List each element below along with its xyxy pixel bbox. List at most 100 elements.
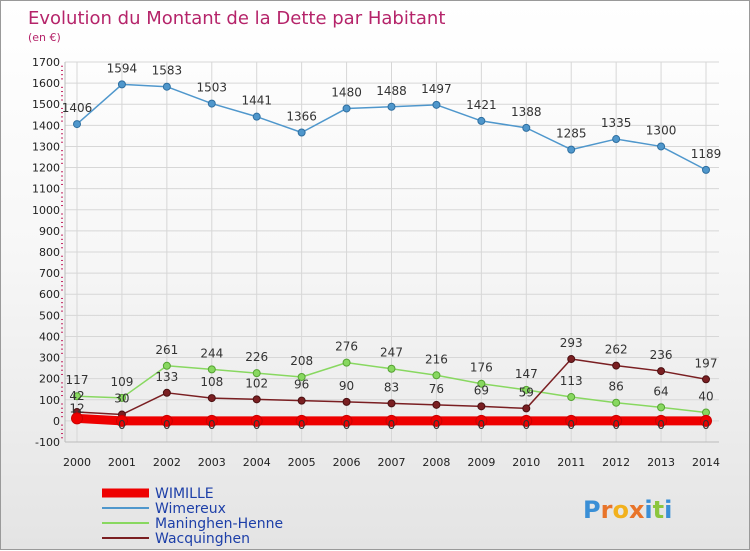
y-tick-label: 500 <box>39 309 60 322</box>
data-point <box>342 397 351 406</box>
y-minor-tick <box>61 302 63 304</box>
data-point <box>162 82 171 91</box>
y-minor-tick <box>61 369 63 371</box>
y-tick-label: 1700 <box>32 56 60 69</box>
chart-subtitle: (en €) <box>28 31 61 44</box>
data-label: 108 <box>200 375 223 389</box>
data-label: 133 <box>155 370 178 384</box>
y-minor-tick <box>61 437 63 439</box>
data-label: 1488 <box>376 84 407 98</box>
y-tick-label: 0 <box>53 415 60 428</box>
data-label: 1335 <box>601 116 632 130</box>
data-point <box>252 395 261 404</box>
y-minor-tick <box>61 238 63 240</box>
data-point <box>387 399 396 408</box>
y-minor-tick <box>61 196 63 198</box>
data-label: 42 <box>69 389 84 403</box>
data-point <box>73 120 81 129</box>
y-minor-tick <box>61 255 63 257</box>
data-point <box>610 414 623 427</box>
proxiti-logo: Proxiti <box>583 496 672 524</box>
data-point <box>385 414 398 427</box>
data-point <box>342 104 351 113</box>
data-point <box>657 142 666 151</box>
y-minor-tick <box>61 120 63 122</box>
x-tick-label: 2014 <box>692 456 720 469</box>
data-label: 102 <box>245 376 268 390</box>
y-minor-tick <box>61 133 63 135</box>
data-label: 0 <box>612 418 620 432</box>
x-tick-label: 2009 <box>467 456 495 469</box>
data-label: 113 <box>560 374 583 388</box>
data-label: 1388 <box>511 105 542 119</box>
data-label: 0 <box>298 418 306 432</box>
data-point <box>432 100 441 109</box>
y-minor-tick <box>61 78 63 80</box>
data-label: 0 <box>567 418 575 432</box>
axes: -100010020030040050060070080090010001100… <box>32 56 720 469</box>
data-point <box>700 414 712 427</box>
y-minor-tick <box>61 221 63 223</box>
legend-label-maninghen-henne: Maninghen-Henne <box>155 516 283 532</box>
x-tick-label: 2012 <box>602 456 630 469</box>
y-tick-label: 1500 <box>32 98 60 111</box>
y-minor-tick <box>61 86 63 88</box>
y-minor-tick <box>61 361 63 363</box>
data-label: 1497 <box>421 82 452 96</box>
data-label: 1583 <box>152 64 183 78</box>
y-minor-tick <box>61 297 63 299</box>
data-label: 0 <box>208 418 216 432</box>
data-label: 76 <box>429 382 444 396</box>
y-minor-tick <box>61 112 63 114</box>
data-label: 1421 <box>466 98 497 112</box>
x-tick-label: 2002 <box>153 456 181 469</box>
data-point <box>162 388 171 397</box>
data-label: 261 <box>155 343 178 357</box>
data-point <box>612 398 621 407</box>
data-point <box>117 80 126 89</box>
data-label: 293 <box>560 336 583 350</box>
y-minor-tick <box>61 331 63 333</box>
y-minor-tick <box>61 69 63 71</box>
y-minor-tick <box>61 390 63 392</box>
y-minor-tick <box>61 137 63 139</box>
data-label: 90 <box>339 379 354 393</box>
data-label: 1441 <box>241 94 272 108</box>
data-label: 262 <box>605 343 628 357</box>
data-label: 1480 <box>331 85 362 99</box>
data-point <box>432 371 441 380</box>
logo-text: Proxiti <box>583 496 672 524</box>
x-tick-label: 2011 <box>557 456 585 469</box>
data-point <box>657 367 666 376</box>
data-point <box>477 379 486 388</box>
data-point <box>297 128 306 137</box>
y-minor-tick <box>61 179 63 181</box>
data-label: 236 <box>650 348 673 362</box>
data-point <box>567 393 576 402</box>
data-point <box>702 165 710 174</box>
y-minor-tick <box>61 285 63 287</box>
y-minor-tick <box>61 276 63 278</box>
data-label: 1503 <box>197 81 228 95</box>
x-tick-label: 2000 <box>63 456 91 469</box>
data-point <box>71 412 83 425</box>
data-label: 109 <box>110 375 133 389</box>
legend-label-wacquinghen: Wacquinghen <box>155 531 250 547</box>
y-tick-label: 200 <box>39 373 60 386</box>
data-point <box>432 400 441 409</box>
data-point <box>252 369 261 378</box>
data-point <box>612 135 621 144</box>
data-point <box>295 414 308 427</box>
data-point <box>477 116 486 125</box>
y-minor-tick <box>61 91 63 93</box>
y-minor-tick <box>61 162 63 164</box>
y-minor-tick <box>61 424 63 426</box>
legend: WIMILLEWimereuxManinghen-HenneWacquinghe… <box>102 486 283 547</box>
y-minor-tick <box>61 373 63 375</box>
data-label: 30 <box>114 392 129 406</box>
data-point <box>207 99 216 108</box>
y-minor-tick <box>61 129 63 131</box>
y-minor-tick <box>61 107 63 109</box>
y-minor-tick <box>61 205 63 207</box>
